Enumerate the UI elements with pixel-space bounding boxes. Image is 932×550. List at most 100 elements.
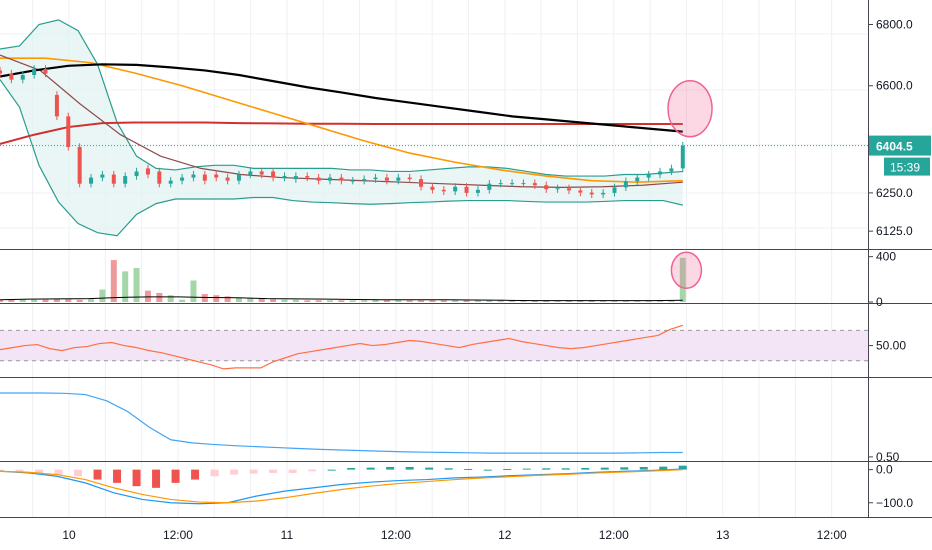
volume-bar[interactable] [76,299,83,302]
volume-bar[interactable] [395,299,402,302]
candle[interactable] [419,179,424,187]
macd-histogram-bar[interactable] [639,466,648,470]
volume-bar[interactable] [144,290,151,302]
volume-bar[interactable] [383,299,390,302]
macd-histogram-bar[interactable] [269,469,278,473]
volume-bar[interactable] [509,300,516,302]
volume-bar[interactable] [531,300,538,302]
volume-bar[interactable] [657,300,664,302]
volume-bar[interactable] [679,257,686,302]
volume-bar[interactable] [213,295,220,302]
volume-bar[interactable] [122,271,129,302]
candle[interactable] [532,183,537,186]
macd-histogram-bar[interactable] [35,469,44,473]
candle[interactable] [487,183,492,190]
volume-bar[interactable] [304,300,311,302]
candle[interactable] [396,177,401,181]
volume-bar[interactable] [577,300,584,302]
macd-histogram-bar[interactable] [288,469,297,473]
macd-histogram-bar[interactable] [93,469,102,480]
volume-bar[interactable] [19,299,26,302]
macd-histogram-bar[interactable] [230,469,239,475]
candle[interactable] [43,68,48,74]
volume-bar[interactable] [281,299,288,302]
candle[interactable] [430,186,435,190]
macd-histogram-bar[interactable] [425,467,434,470]
candle[interactable] [578,190,583,193]
candle[interactable] [180,177,185,181]
candle[interactable] [54,94,59,117]
volume-bar[interactable] [42,299,49,302]
macd-histogram-bar[interactable] [600,467,609,470]
bollinger-upper[interactable] [0,19,683,177]
volume-bar[interactable] [668,300,675,302]
volume-bar[interactable] [486,300,493,302]
volume-bar[interactable] [190,280,197,302]
moving-average-black[interactable] [0,63,683,133]
macd-histogram-bar[interactable] [210,469,219,477]
macd-histogram-bar[interactable] [444,468,453,470]
candle[interactable] [328,177,333,181]
macd-histogram-bar[interactable] [15,469,24,473]
candle[interactable] [510,183,515,185]
volume-bar[interactable] [588,300,595,302]
macd-histogram-bar[interactable] [464,468,473,470]
volume-bar[interactable] [565,300,572,302]
candle[interactable] [123,176,128,184]
macd-histogram-bar[interactable] [152,469,161,488]
candle[interactable] [373,177,378,180]
oscillator-line[interactable] [0,392,683,454]
volume-bar[interactable] [463,300,470,302]
macd-histogram-bar[interactable] [327,469,336,471]
candle[interactable] [134,171,139,177]
candle[interactable] [248,171,253,175]
volume-bar[interactable] [179,299,186,302]
volume-bar[interactable] [99,289,106,302]
volume-bar[interactable] [201,294,208,302]
volume-bar[interactable] [31,299,38,302]
candle[interactable] [214,174,219,178]
candle[interactable] [168,180,173,184]
volume-average-line[interactable] [0,296,683,302]
macd-histogram-bar[interactable] [386,466,395,470]
volume-bar[interactable] [88,299,95,302]
volume-bar[interactable] [600,300,607,302]
candle[interactable] [305,176,310,178]
volume-bar[interactable] [327,300,334,302]
macd-histogram-bar[interactable] [405,466,414,470]
volume-bar[interactable] [235,297,242,302]
macd-line[interactable] [0,468,683,505]
candle[interactable] [202,174,207,181]
macd-histogram-bar[interactable] [678,465,687,470]
candle[interactable] [464,186,469,193]
candle[interactable] [20,75,25,80]
volume-bar[interactable] [418,300,425,302]
candle[interactable] [544,185,549,190]
rsi-pane[interactable] [0,324,868,370]
volume-bar[interactable] [452,300,459,302]
candle[interactable] [66,116,71,147]
macd-histogram-bar[interactable] [581,467,590,470]
macd-histogram-bar[interactable] [366,467,375,470]
macd-signal-line[interactable] [0,469,683,504]
candle[interactable] [293,176,298,180]
macd-histogram-bar[interactable] [659,466,668,470]
volume-bar[interactable] [8,299,15,302]
macd-histogram-bar[interactable] [522,468,531,470]
candle[interactable] [9,73,14,80]
pane-separators[interactable] [0,0,932,518]
time-axis[interactable]: 10 12:00 11 12:00 12 12:00 13 12:00 [0,518,932,550]
volume-bar[interactable] [622,300,629,302]
macd-pane[interactable] [0,465,687,505]
volume-bar[interactable] [361,300,368,302]
volume-bar[interactable] [474,300,481,302]
candle[interactable] [100,174,105,178]
volume-bar[interactable] [247,298,254,302]
candle[interactable] [658,171,663,175]
candle[interactable] [453,186,458,192]
candle[interactable] [77,146,82,184]
volume-bar[interactable] [406,300,413,302]
volume-bar[interactable] [554,300,561,302]
volume-bar[interactable] [224,296,231,302]
